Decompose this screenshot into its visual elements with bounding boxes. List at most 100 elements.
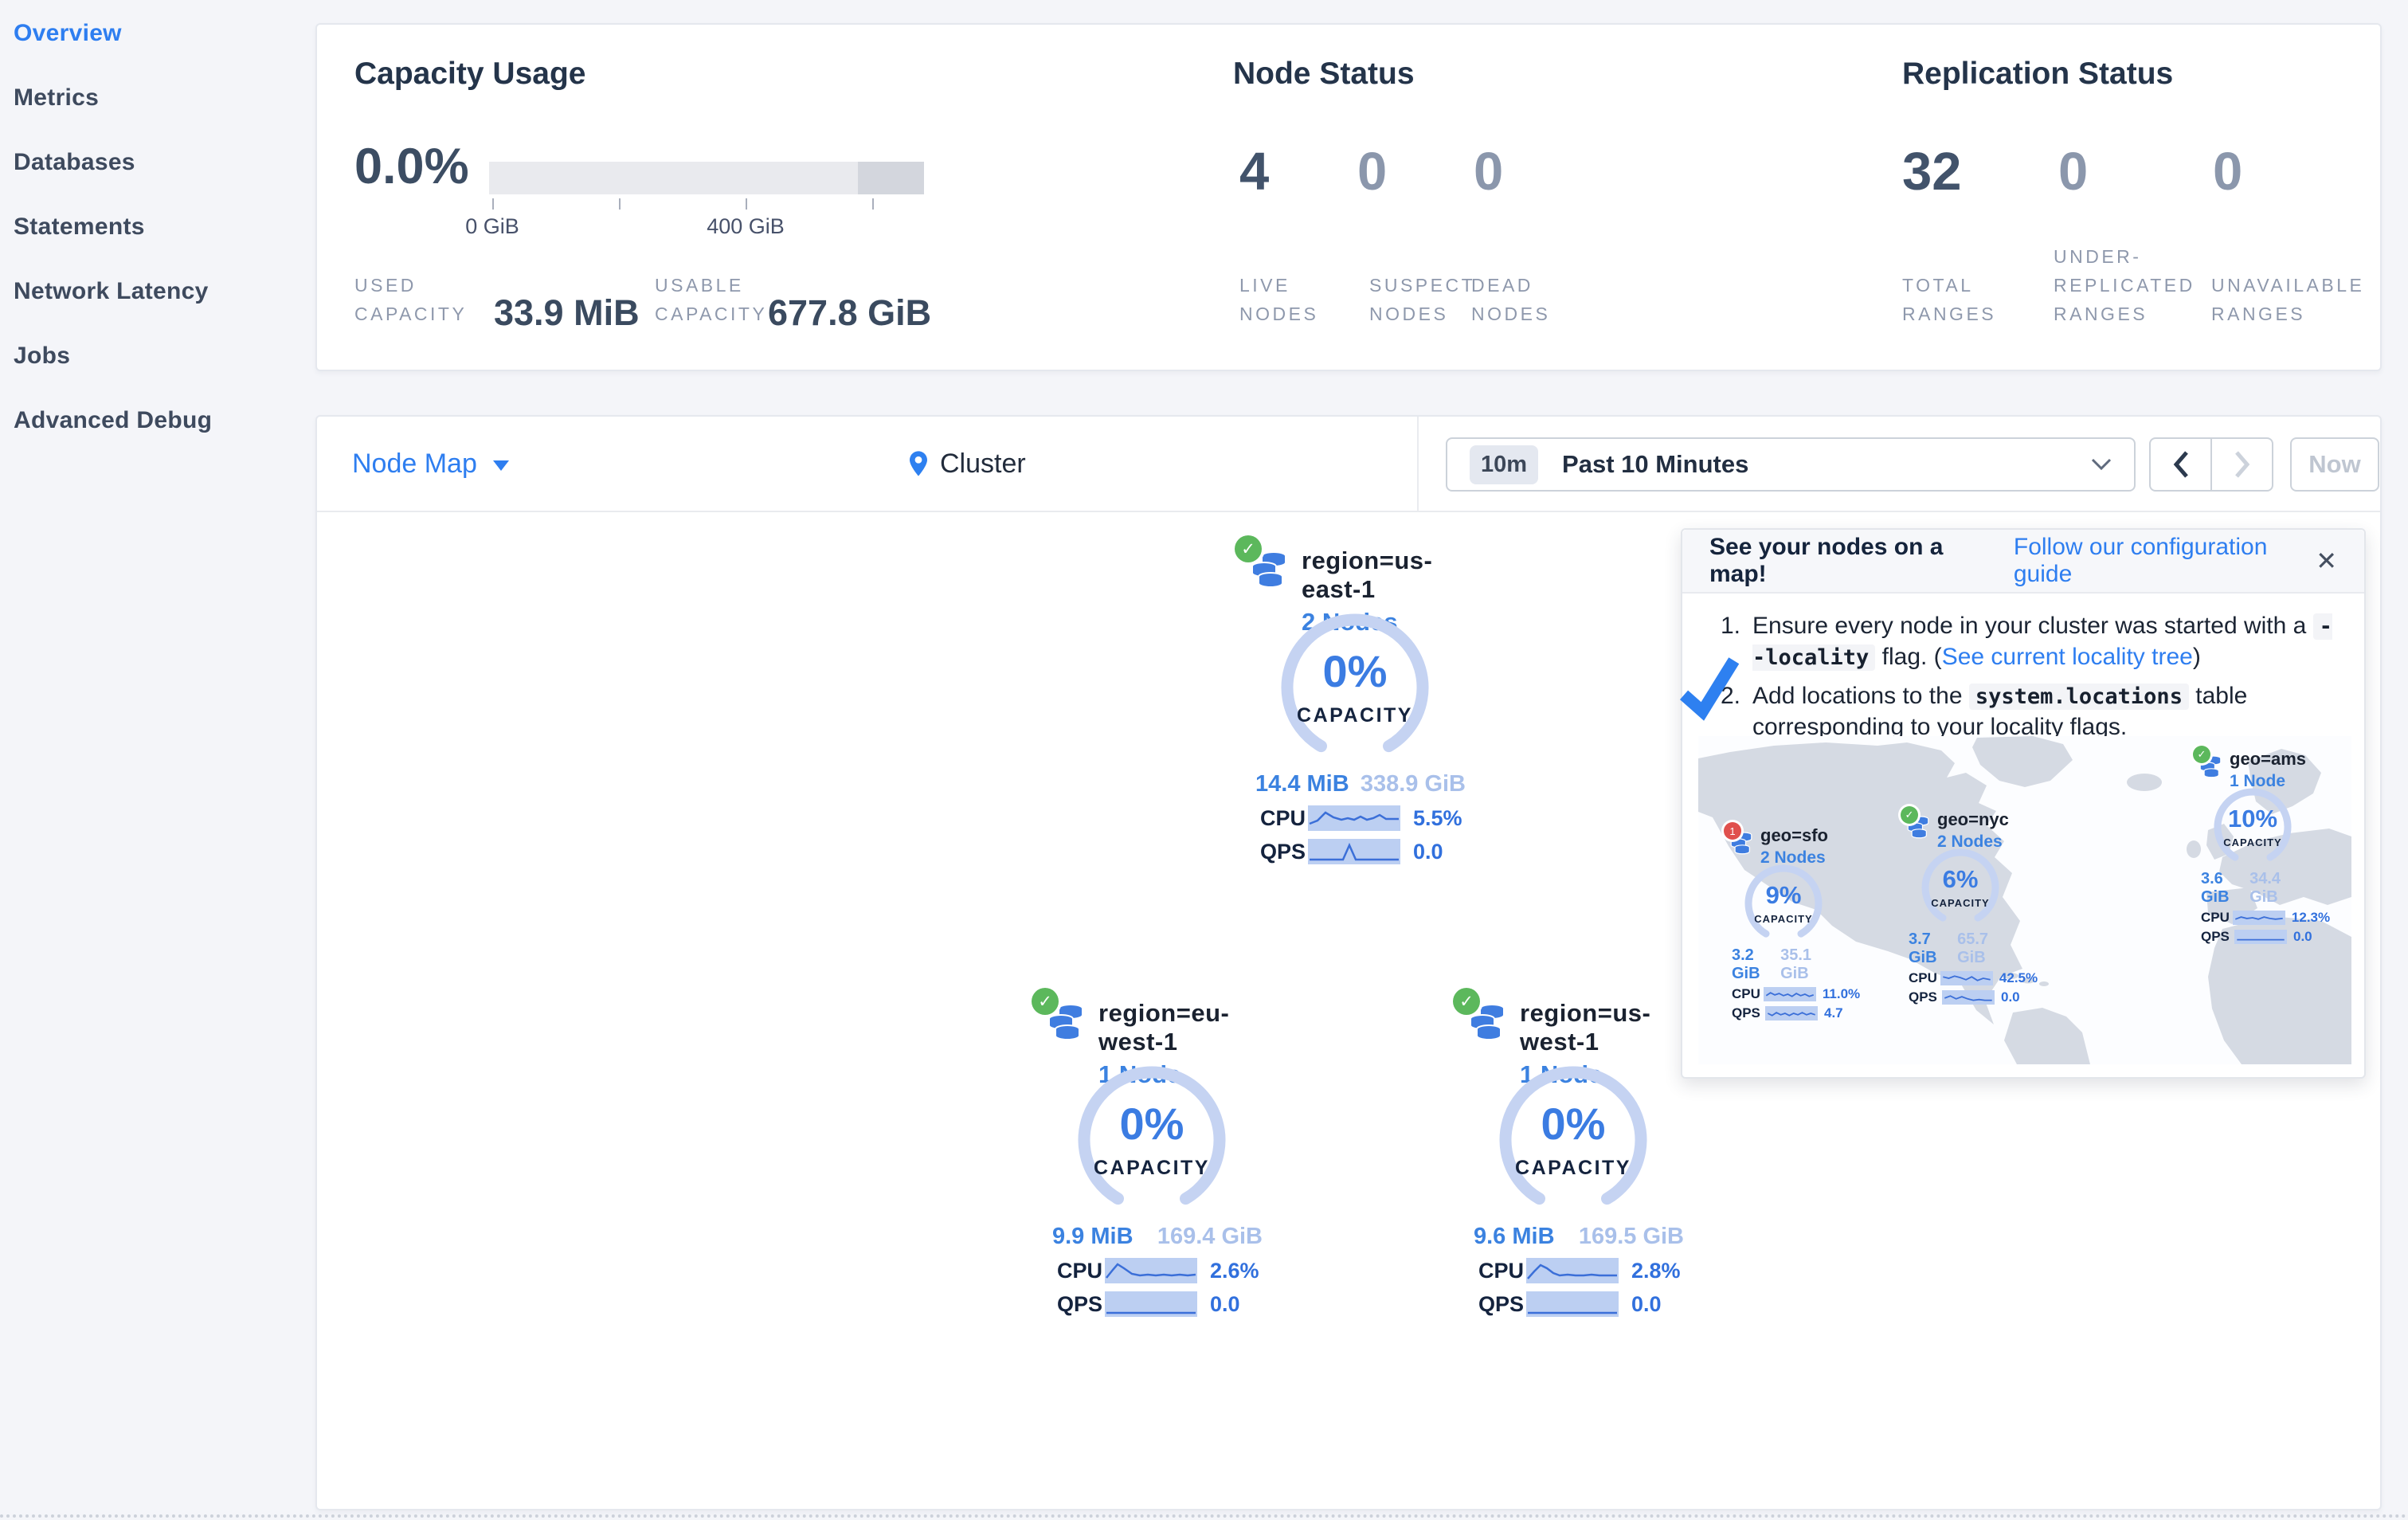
capacity-label: CAPACITY	[1515, 1157, 1631, 1179]
qps-label: QPS	[1057, 1291, 1103, 1316]
cpu-label: CPU	[2201, 910, 2230, 925]
capacity-bar	[489, 162, 924, 194]
qps-label: QPS	[1732, 1005, 1760, 1021]
qps-value: 4.7	[1824, 1005, 1843, 1021]
close-icon[interactable]: ✕	[2316, 546, 2337, 575]
geo-total-capacity: 65.7 GiB	[1957, 930, 1989, 966]
geo-total-capacity: 35.1 GiB	[1780, 946, 1812, 982]
region-used-capacity: 9.6 MiB	[1474, 1224, 1555, 1249]
breadcrumb: Cluster	[910, 417, 1026, 511]
capacity-label: CAPACITY	[1297, 704, 1413, 727]
mini-group-header: ✓ geo=nyc 2 Nodes	[1901, 806, 2020, 851]
geo-node-count-link[interactable]: 2 Nodes	[1937, 832, 2003, 851]
time-back-button[interactable]	[2151, 439, 2210, 490]
total-ranges-count: 32	[1902, 142, 1962, 202]
geo-name: geo=ams	[2230, 749, 2306, 769]
time-forward-button[interactable]	[2210, 439, 2272, 490]
capacity-axis-tick	[872, 198, 874, 210]
geo-name: geo=sfo	[1760, 825, 1828, 845]
qps-sparkline	[2234, 930, 2287, 944]
healthy-check-badge-icon: ✓	[1032, 988, 1059, 1015]
used-capacity-value: 33.9 MiB	[494, 292, 640, 333]
sidebar-item-jobs[interactable]: Jobs	[14, 343, 71, 369]
mini-group-header: ✓ geo=ams 1 Node	[2193, 746, 2312, 790]
sidebar-item-metrics[interactable]: Metrics	[14, 84, 100, 111]
cpu-value: 12.3%	[2291, 910, 2331, 925]
sidebar-item-advanced-debug[interactable]: Advanced Debug	[14, 407, 213, 433]
breadcrumb-cluster[interactable]: Cluster	[940, 448, 1026, 479]
region-name: region=us-west-1	[1520, 999, 1651, 1056]
total-ranges-label: TOTAL RANGES	[1902, 275, 1997, 324]
popup-header: See your nodes on a map! Follow our conf…	[1682, 530, 2364, 594]
capacity-tick-label-400: 400 GiB	[707, 214, 785, 238]
node-map-config-popup: See your nodes on a map! Follow our conf…	[1679, 528, 2366, 1079]
capacity-tick-label-0: 0 GiB	[465, 214, 519, 238]
chevron-down-icon	[2091, 458, 2112, 471]
qps-label: QPS	[2201, 929, 2230, 944]
now-button[interactable]: Now	[2290, 437, 2379, 492]
mini-node-group-ams[interactable]: ✓ geo=ams 1 Node 10% CAPACITY	[2193, 746, 2330, 945]
config-step-1: 1. Ensure every node in your cluster was …	[1721, 611, 2332, 673]
capacity-label: CAPACITY	[2223, 836, 2282, 848]
time-step-buttons	[2149, 437, 2273, 492]
qps-label: QPS	[1909, 989, 1937, 1005]
sidebar-item-databases[interactable]: Databases	[14, 149, 135, 175]
cpu-metric-row: CPU 11.0%	[1732, 986, 1860, 1002]
configuration-guide-link[interactable]: Follow our configuration guide	[2013, 534, 2268, 587]
cpu-metric-row: CPU 5.5%	[1260, 805, 1462, 831]
qps-sparkline	[1308, 839, 1400, 864]
sidebar: Overview Metrics Databases Statements Ne…	[0, 0, 313, 1520]
cpu-sparkline	[2232, 911, 2285, 925]
geo-node-count-link[interactable]: 1 Node	[2230, 772, 2286, 790]
qps-value: 0.0	[1631, 1291, 1662, 1316]
view-selector-label: Node Map	[352, 448, 477, 479]
qps-sparkline	[1526, 1291, 1619, 1317]
time-range-dropdown[interactable]: 10m Past 10 Minutes	[1446, 437, 2136, 492]
geo-total-capacity: 34.4 GiB	[2249, 870, 2281, 906]
qps-sparkline	[1942, 990, 1995, 1005]
qps-label: QPS	[1478, 1291, 1525, 1316]
step-number: 1.	[1721, 613, 1741, 639]
mini-node-group-sfo[interactable]: 1 geo=sfo 2 Nodes 9% CAPACITY	[1724, 822, 1860, 1021]
step-text: Add locations to the	[1752, 683, 1969, 709]
node-group-us-east-1[interactable]: ✓ region=us-east-1 2 Nodes 0% CAPACITY 1…	[1231, 535, 1470, 864]
cpu-value: 2.6%	[1210, 1258, 1259, 1283]
cpu-sparkline	[1105, 1258, 1197, 1283]
checkmark-icon	[1679, 657, 1740, 721]
qps-sparkline	[1105, 1291, 1197, 1317]
capacity-axis-tick	[746, 198, 747, 210]
geo-node-count-link[interactable]: 2 Nodes	[1760, 848, 1826, 867]
node-group-header: ✓ region=us-west-1 1 Node	[1450, 988, 1689, 1088]
dead-nodes-count: 0	[1474, 142, 1504, 202]
capacity-used-percent: 0.0%	[354, 139, 469, 194]
capacity-percent: 0%	[1541, 1099, 1606, 1149]
sidebar-item-overview[interactable]: Overview	[14, 20, 122, 46]
capacity-percent: 10%	[2227, 805, 2278, 832]
mini-node-group-nyc[interactable]: ✓ geo=nyc 2 Nodes 6% CAPACITY	[1901, 806, 2038, 1005]
capacity-gauge: 10% CAPACITY	[2209, 787, 2296, 868]
live-nodes-count: 4	[1239, 142, 1270, 202]
node-group-eu-west-1[interactable]: ✓ region=eu-west-1 1 Node 0% CAPACITY 9.…	[1028, 988, 1267, 1317]
live-nodes-label: LIVE NODES	[1239, 275, 1319, 324]
region-name: region=us-east-1	[1302, 546, 1433, 603]
region-total-capacity: 338.9 GiB	[1360, 771, 1466, 797]
node-map-toolbar: Node Map Cluster 10m Past 10 Minutes	[317, 417, 2380, 512]
qps-value: 0.0	[2001, 989, 2020, 1005]
chevron-left-icon	[2173, 451, 2188, 478]
qps-value: 0.0	[1413, 839, 1443, 864]
node-status-title: Node Status	[1233, 57, 1415, 91]
node-group-us-west-1[interactable]: ✓ region=us-west-1 1 Node 0% CAPACITY 9.…	[1450, 988, 1689, 1317]
capacity-usage-title: Capacity Usage	[354, 57, 586, 91]
sidebar-item-network-latency[interactable]: Network Latency	[14, 278, 209, 304]
region-total-capacity: 169.4 GiB	[1157, 1224, 1263, 1249]
sidebar-item-statements[interactable]: Statements	[14, 214, 145, 240]
caret-down-icon	[492, 460, 509, 471]
geo-used-capacity: 3.6 GiB	[2201, 870, 2230, 906]
capacity-percent: 0%	[1119, 1099, 1184, 1149]
view-selector-dropdown[interactable]: Node Map	[352, 417, 509, 511]
capacity-gauge: 0% CAPACITY	[1072, 1064, 1231, 1216]
capacity-percent: 9%	[1765, 881, 1802, 909]
locality-tree-link[interactable]: See current locality tree	[1941, 644, 2193, 670]
capacity-label: CAPACITY	[1754, 913, 1813, 925]
capacity-label: CAPACITY	[1931, 897, 1990, 909]
